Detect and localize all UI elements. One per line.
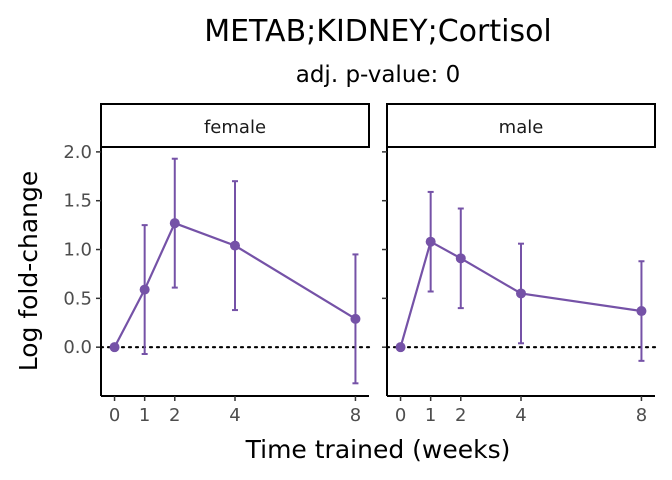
x-tick-label: 2	[169, 405, 180, 426]
chart-subtitle: adj. p-value: 0	[296, 62, 461, 88]
data-point	[425, 236, 436, 247]
x-tick-label: 4	[229, 405, 240, 426]
x-axis-title: Time trained (weeks)	[245, 435, 511, 464]
y-axis-title: Log fold-change	[14, 171, 43, 372]
y-tick-label: 0.0	[63, 337, 92, 358]
data-point	[109, 342, 120, 353]
facet-strip-label: female	[204, 117, 266, 138]
y-tick-label: 1.0	[63, 240, 92, 261]
data-point	[636, 306, 647, 317]
chart-title: METAB;KIDNEY;Cortisol	[204, 14, 552, 49]
x-tick-label: 1	[425, 405, 436, 426]
facet-panel-male: male 0 1 2 4 8	[382, 103, 657, 426]
y-tick-label: 1.5	[63, 191, 92, 212]
facet-strip-label: male	[499, 117, 544, 138]
x-tick-label: 1	[139, 405, 150, 426]
data-point	[455, 253, 466, 264]
data-point	[350, 313, 361, 324]
x-tick-label: 2	[455, 405, 466, 426]
x-tick-label: 0	[109, 405, 120, 426]
y-tick-label: 0.5	[63, 288, 92, 309]
x-tick-label: 4	[515, 405, 526, 426]
x-tick-label: 0	[395, 405, 406, 426]
data-point	[230, 240, 240, 251]
data-point	[139, 284, 150, 295]
x-tick-label: 8	[636, 405, 647, 426]
data-point	[395, 342, 406, 353]
data-point	[516, 288, 526, 299]
facet-strip	[100, 103, 370, 148]
facet-panel-female: female 0.0 0.5 1.0 1.5 2.0 0 1 2 4 8	[63, 103, 371, 426]
facet-strip	[386, 103, 656, 148]
data-point	[169, 218, 180, 229]
x-tick-label: 8	[350, 405, 361, 426]
y-tick-label: 2.0	[63, 142, 92, 163]
